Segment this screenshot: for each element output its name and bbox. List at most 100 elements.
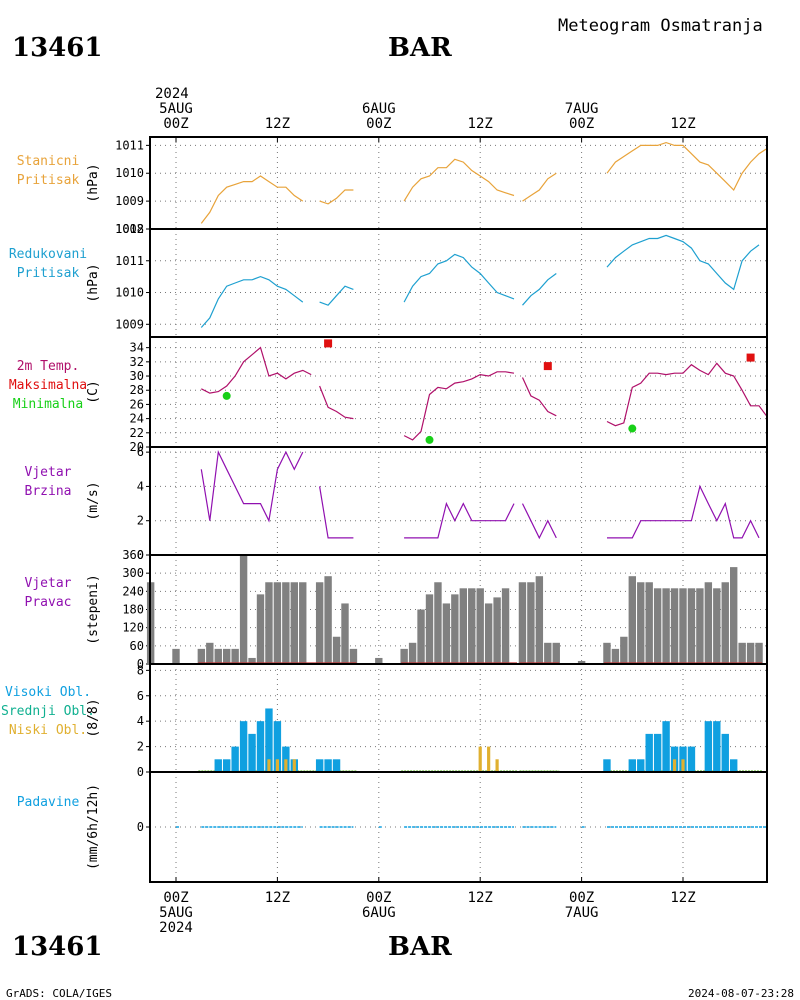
high-cloud-bar bbox=[324, 759, 332, 771]
x-label-bottom: 12Z bbox=[468, 890, 493, 906]
y-tick-label: 4 bbox=[137, 479, 144, 493]
y-tick-label: 1009 bbox=[115, 317, 144, 331]
series-label: Vjetar bbox=[25, 465, 72, 480]
y-tick-label: 240 bbox=[122, 584, 144, 598]
high-cloud-bar bbox=[273, 721, 282, 771]
y-tick-label: 30 bbox=[130, 369, 144, 383]
direction-bar bbox=[501, 588, 510, 664]
series-line-segment bbox=[522, 172, 557, 202]
direction-bar bbox=[544, 642, 552, 664]
direction-bar bbox=[197, 648, 206, 664]
direction-bar bbox=[248, 657, 256, 664]
series-line-segment bbox=[201, 346, 312, 394]
high-cloud-bar bbox=[239, 721, 248, 771]
high-cloud-bar bbox=[603, 759, 611, 771]
direction-bar bbox=[755, 642, 763, 664]
series-line-segment bbox=[319, 385, 354, 420]
series-line-segment bbox=[403, 253, 515, 303]
direction-bar bbox=[696, 588, 704, 664]
direction-bar bbox=[425, 594, 434, 664]
high-cloud-bar bbox=[248, 733, 256, 771]
direction-bar bbox=[434, 582, 442, 664]
direction-bar bbox=[687, 588, 696, 664]
series-line-segment bbox=[606, 141, 768, 192]
low-cloud-bar bbox=[495, 759, 499, 771]
series-label: Minimalna bbox=[13, 397, 83, 412]
timestamp-text: 2024-08-07-23:28 bbox=[688, 987, 794, 1000]
direction-bar bbox=[746, 642, 755, 664]
low-cloud-bar bbox=[478, 746, 482, 771]
direction-bar bbox=[459, 588, 467, 664]
series-line-segment bbox=[319, 486, 354, 539]
header: 13461 BAR Meteogram Osmatranja bbox=[12, 16, 763, 63]
x-label-top: 00Z bbox=[163, 116, 188, 132]
y-tick-label: 2 bbox=[137, 740, 144, 754]
series-line-segment bbox=[319, 189, 354, 205]
high-cloud-bar bbox=[713, 721, 721, 771]
direction-bar bbox=[265, 582, 273, 664]
high-cloud-bar bbox=[231, 746, 239, 771]
high-cloud-bar bbox=[679, 746, 687, 771]
direction-bar bbox=[417, 609, 425, 664]
high-cloud-bar bbox=[265, 708, 273, 771]
direction-bar bbox=[223, 648, 231, 664]
direction-bar bbox=[282, 582, 290, 664]
unit-label: (m/s) bbox=[86, 481, 101, 520]
direction-bar bbox=[713, 588, 721, 664]
high-cloud-bar bbox=[282, 746, 290, 771]
unit-label: (hPa) bbox=[86, 163, 101, 202]
panel-frame bbox=[149, 771, 768, 883]
footer-station-id: 13461 bbox=[12, 932, 102, 962]
series-label: Padavine bbox=[17, 795, 80, 810]
x-label-bottom: 5AUG bbox=[159, 905, 193, 921]
direction-bar bbox=[231, 648, 239, 664]
low-cloud-bar bbox=[284, 759, 288, 771]
unit-label: (8/8) bbox=[86, 698, 101, 737]
unit-label: (C) bbox=[86, 380, 101, 403]
panel-frame bbox=[149, 228, 768, 338]
y-tick-label: 20 bbox=[130, 440, 144, 454]
series-line-segment bbox=[521, 503, 557, 540]
low-cloud-bar bbox=[681, 759, 685, 771]
y-tick-label: 60 bbox=[130, 639, 144, 653]
x-label-top: 00Z bbox=[569, 116, 594, 132]
direction-bar bbox=[603, 642, 611, 664]
low-cloud-bar bbox=[672, 759, 677, 771]
direction-bar bbox=[611, 648, 620, 664]
high-cloud-bar bbox=[704, 721, 713, 771]
direction-bar bbox=[493, 597, 501, 664]
direction-bar bbox=[662, 588, 670, 664]
x-label-bottom: 12Z bbox=[265, 890, 290, 906]
direction-bar bbox=[239, 555, 248, 664]
y-tick-label: 24 bbox=[130, 412, 144, 426]
min-temp-point bbox=[425, 435, 434, 444]
direction-bar bbox=[653, 588, 662, 664]
direction-bar bbox=[468, 588, 476, 664]
direction-bar bbox=[172, 648, 180, 664]
direction-bar bbox=[273, 582, 282, 664]
footer: 13461 BAR GrADS: COLA/IGES 2024-08-07-23… bbox=[6, 932, 794, 1000]
x-label-bottom: 12Z bbox=[670, 890, 695, 906]
high-cloud-bar bbox=[653, 733, 662, 771]
y-tick-label: 0 bbox=[137, 548, 144, 562]
high-cloud-bar bbox=[223, 759, 231, 771]
series-line-segment bbox=[200, 450, 304, 523]
y-tick-label: 8 bbox=[137, 663, 144, 677]
direction-bar bbox=[442, 603, 451, 664]
unit-label: (mm/6h/12h) bbox=[86, 784, 101, 870]
series-label: Visoki Obl. bbox=[5, 685, 91, 700]
high-cloud-bar bbox=[730, 759, 738, 771]
min-temp-point bbox=[628, 424, 637, 433]
y-tick-label: 28 bbox=[130, 383, 144, 397]
high-cloud-bar bbox=[315, 759, 324, 771]
footer-station-name: BAR bbox=[388, 932, 452, 962]
direction-bar bbox=[315, 582, 324, 664]
y-tick-label: 22 bbox=[130, 426, 144, 440]
y-tick-label: 34 bbox=[130, 341, 144, 355]
direction-bar bbox=[738, 642, 746, 664]
direction-bar bbox=[451, 594, 459, 664]
direction-bar bbox=[637, 582, 645, 664]
direction-bar bbox=[679, 588, 687, 664]
series-line-segment bbox=[521, 377, 557, 417]
y-tick-label: 26 bbox=[130, 397, 144, 411]
